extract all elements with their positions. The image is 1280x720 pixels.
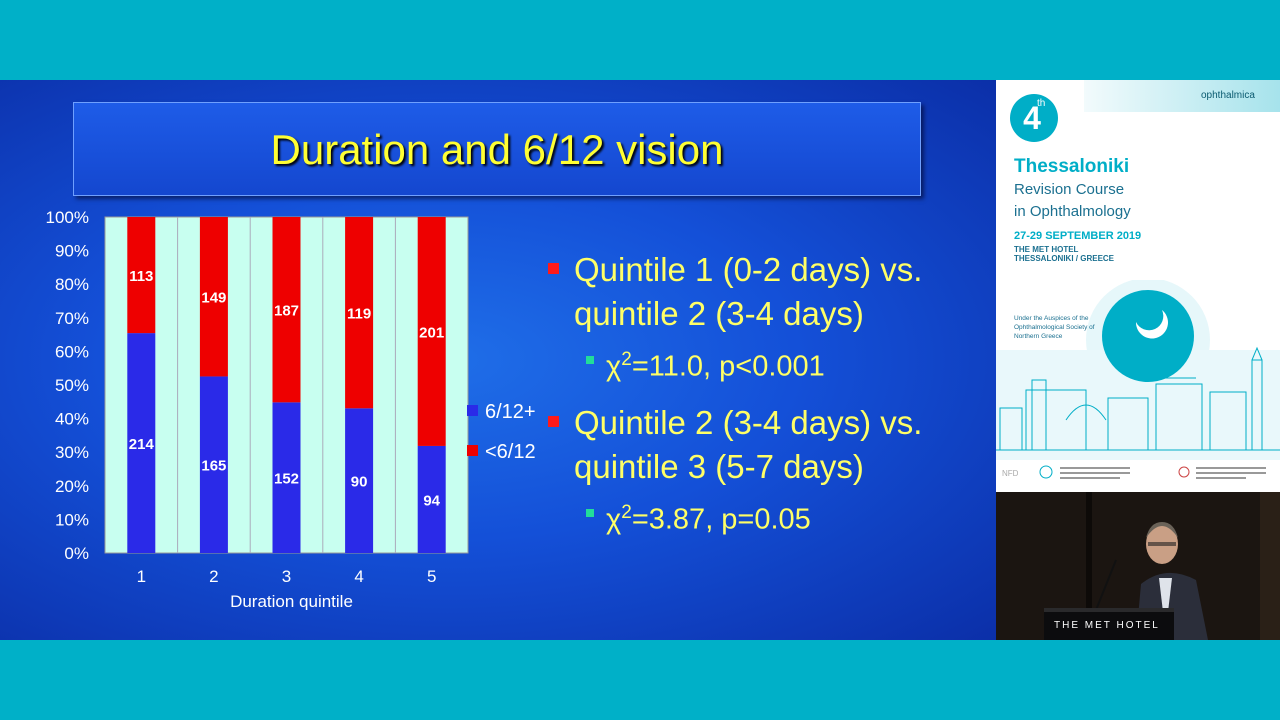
sponsor-logos: NFD [1002,465,1266,479]
venue-line2: THESSALONIKI / GREECE [1014,254,1115,263]
chi-symbol: χ [606,350,622,383]
ophthalmica-logo: ophthalmica [1201,90,1255,101]
green-bullet-icon [586,356,594,364]
auspices-text: Under the Auspices of the Ophthalmologic… [1014,315,1095,340]
bullet-1: Quintile 1 (0-2 days) vs. quintile 2 (3-… [548,248,988,336]
conference-city: Thessaloniki [1014,156,1130,177]
course-name-line1: Revision Course [1014,181,1125,198]
data-label: 214 [129,436,155,453]
y-tick-label: 30% [55,443,89,462]
bullet-1-stat-text: =11.0, p<0.001 [631,350,825,383]
red-bullet-icon [548,415,559,427]
legend-swatch [467,445,478,456]
slide-title-box: Duration and 6/12 vision [73,102,921,196]
data-label: 201 [419,324,444,341]
x-tick-label: 2 [209,567,218,586]
presentation-slide: Duration and 6/12 vision 0% 10% 20% 30% 40% 5… [0,80,996,640]
bullet-2-stat: χ2=3.87, p=0.05 [548,493,988,540]
city-skyline-illustration [996,280,1280,460]
data-label: 187 [274,303,299,320]
data-label: 152 [274,471,299,488]
x-tick-label: 4 [354,567,363,586]
conference-banner: ophthalmica 4 th Thessaloniki Revision C… [996,80,1280,492]
bullet-1-stat: χ2=11.0, p<0.001 [548,340,988,387]
bullet-1-text: Quintile 1 (0-2 days) vs. quintile 2 (3-… [574,251,923,332]
bottom-band [0,640,1280,720]
x-tick-label: 1 [137,567,146,586]
svg-text:NFD: NFD [1002,469,1019,478]
y-tick-label: 80% [55,275,89,294]
podium-label: THE MET HOTEL [1054,620,1160,631]
green-bullet-icon [586,508,594,517]
edition-number: 4 [1023,100,1041,136]
y-tick-label: 40% [55,410,89,429]
bar-segment-6/12+ [199,376,228,553]
y-tick-label: 60% [55,342,89,361]
bar-segment-<6/12 [272,217,301,403]
x-tick-label: 5 [427,567,436,586]
venue-line1: THE MET HOTEL [1014,245,1079,254]
stacked-bar-chart: 0%10%20%30%40%50%60%70%80%90%100%2141131… [46,208,536,610]
bar-segment-6/12+ [272,402,301,553]
red-bullet-icon [548,263,559,274]
course-name-line2: in Ophthalmology [1014,203,1131,220]
legend-label: <6/12 [485,441,536,463]
y-tick-label: 100% [46,208,89,227]
bar-segment-6/12+ [345,408,374,553]
data-label: 119 [347,306,371,323]
y-tick-label: 20% [55,477,89,496]
data-label: 90 [351,474,368,491]
y-tick-label: 90% [55,242,89,261]
data-label: 113 [129,268,153,285]
x-tick-label: 3 [282,567,291,586]
bullet-2-text: Quintile 2 (3-4 days) vs. quintile 3 (5-… [574,403,923,485]
bar-segment-<6/12 [127,217,156,334]
data-label: 94 [423,492,440,509]
data-label: 149 [201,290,226,307]
bullet-list: Quintile 1 (0-2 days) vs. quintile 2 (3-… [548,248,988,553]
speaker-scene [996,492,1280,640]
bar-segment-6/12+ [417,445,446,553]
bar-segment-<6/12 [417,217,446,446]
bar-segment-<6/12 [345,217,374,409]
data-label: 165 [201,458,226,475]
y-tick-label: 10% [55,510,89,529]
chi-superscript: 2 [621,349,632,370]
y-tick-label: 70% [55,309,89,328]
y-tick-label: 0% [64,544,89,563]
x-axis-title: Duration quintile [230,592,353,610]
y-tick-label: 50% [55,376,89,395]
legend-swatch [467,405,478,416]
conference-dates: 27-29 SEPTEMBER 2019 [1014,230,1142,242]
edition-suffix: th [1037,98,1046,109]
legend-label: 6/12+ [485,401,536,423]
top-band [0,0,1280,80]
chi-superscript: 2 [621,501,632,523]
slide-title: Duration and 6/12 vision [270,126,724,173]
bullet-2-stat-text: =3.87, p=0.05 [631,503,811,536]
brand-bar [1084,80,1280,112]
bullet-2: Quintile 2 (3-4 days) vs. quintile 3 (5-… [548,401,988,489]
chi-symbol: χ [606,503,622,536]
edition-badge: 4 th [1010,94,1058,142]
sponsor-footer: NFD [1000,462,1276,486]
speaker-video: THE MET HOTEL [996,492,1280,640]
bar-segment-<6/12 [199,217,228,377]
bar-segment-6/12+ [127,333,156,553]
